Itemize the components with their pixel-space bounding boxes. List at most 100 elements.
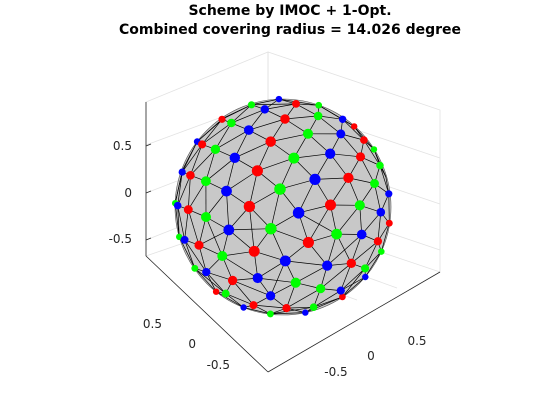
mesh-edge — [264, 103, 297, 110]
mesh-edge — [196, 119, 223, 142]
point-red — [339, 293, 346, 301]
mesh-edge — [249, 170, 258, 207]
mesh-edge — [326, 233, 337, 266]
axis-ticks: 0.5 0 -0.5 0.5 0 -0.5 0 0.5 -0.5 — [109, 139, 427, 379]
mesh-edge — [308, 204, 331, 243]
point-blue — [362, 273, 369, 281]
mesh-edge — [380, 223, 390, 252]
mesh-edge — [177, 175, 191, 206]
point-green — [227, 118, 236, 128]
mesh-edge — [364, 241, 379, 269]
mesh-edge — [243, 307, 271, 315]
z-tick-mark — [145, 143, 152, 147]
mesh-edge — [361, 211, 382, 235]
mesh-edge — [336, 205, 361, 235]
mesh-edge — [340, 263, 352, 291]
mesh-edge — [234, 141, 271, 159]
mesh-edge — [224, 104, 252, 118]
point-blue — [240, 304, 247, 311]
mesh-edge — [201, 122, 232, 145]
point-red — [183, 205, 193, 215]
mesh-edge — [284, 115, 319, 120]
mesh-edge — [293, 153, 331, 159]
point-green — [302, 128, 314, 139]
mesh-edge — [270, 133, 309, 142]
mesh-edge — [188, 181, 207, 210]
point-green — [354, 200, 365, 211]
mesh-edge — [270, 228, 286, 262]
y-axis-line — [267, 271, 441, 373]
point-blue — [180, 235, 189, 244]
point-red — [194, 240, 204, 250]
point-red — [198, 140, 207, 149]
mesh-edge — [286, 306, 314, 309]
mesh-edge — [187, 175, 191, 210]
point-blue — [279, 255, 291, 267]
mesh-edge — [184, 239, 207, 273]
y-tick-label: 0 — [367, 349, 375, 363]
mesh-edge — [320, 263, 352, 289]
mesh-edge — [182, 141, 198, 170]
mesh-edge — [298, 212, 337, 235]
point-red — [249, 301, 258, 310]
mesh-edge — [228, 229, 255, 252]
mesh-edge — [379, 165, 390, 194]
point-red — [343, 172, 354, 184]
mesh-edge — [231, 104, 252, 124]
point-green — [370, 179, 379, 188]
point-blue — [356, 229, 367, 240]
point-red — [251, 165, 263, 177]
mesh-edge — [184, 209, 189, 240]
point-blue — [260, 105, 270, 114]
z-tick-mark — [145, 237, 152, 241]
point-green — [175, 233, 183, 241]
point-red — [186, 171, 195, 180]
point-green — [313, 111, 323, 121]
mesh-edge — [201, 119, 223, 145]
point-red — [324, 199, 337, 211]
mesh-edge — [177, 205, 180, 237]
point-red — [212, 288, 220, 295]
point-blue — [229, 152, 240, 163]
mesh-edge — [360, 156, 375, 184]
mesh-edge — [377, 212, 382, 242]
point-green — [191, 264, 199, 272]
mesh-edge — [198, 229, 229, 246]
point-blue — [336, 286, 345, 295]
mesh-edge — [374, 183, 382, 213]
point-blue — [275, 95, 283, 103]
point-blue — [292, 207, 305, 219]
point-red — [218, 115, 226, 123]
point-green — [200, 211, 212, 223]
point-red — [373, 237, 383, 246]
point-blue — [325, 148, 336, 159]
mesh-edge — [225, 293, 254, 306]
point-red — [355, 152, 366, 162]
point-blue — [322, 260, 333, 271]
point-blue — [221, 185, 232, 197]
mesh-edge — [251, 98, 279, 106]
point-red — [282, 303, 291, 313]
point-blue — [252, 273, 263, 284]
point-green — [288, 152, 300, 164]
mesh-edge — [205, 190, 227, 218]
mesh-edge — [232, 280, 254, 306]
mesh-edge — [205, 149, 216, 182]
point-green — [290, 277, 301, 288]
point-green — [247, 101, 256, 109]
x-axis-line — [145, 255, 269, 373]
mesh-edge — [184, 239, 196, 269]
mesh-edge — [232, 280, 271, 297]
mesh-edge — [190, 149, 216, 176]
mesh-edge — [253, 304, 287, 309]
point-green — [315, 283, 326, 294]
mesh-edge — [205, 216, 223, 257]
mesh-edge — [340, 133, 361, 158]
mesh-edge — [228, 228, 271, 231]
mesh-edge — [318, 104, 355, 127]
mesh-edge — [226, 170, 258, 192]
point-green — [274, 183, 286, 195]
mesh-edge — [226, 157, 236, 192]
mesh-edge — [194, 268, 217, 292]
